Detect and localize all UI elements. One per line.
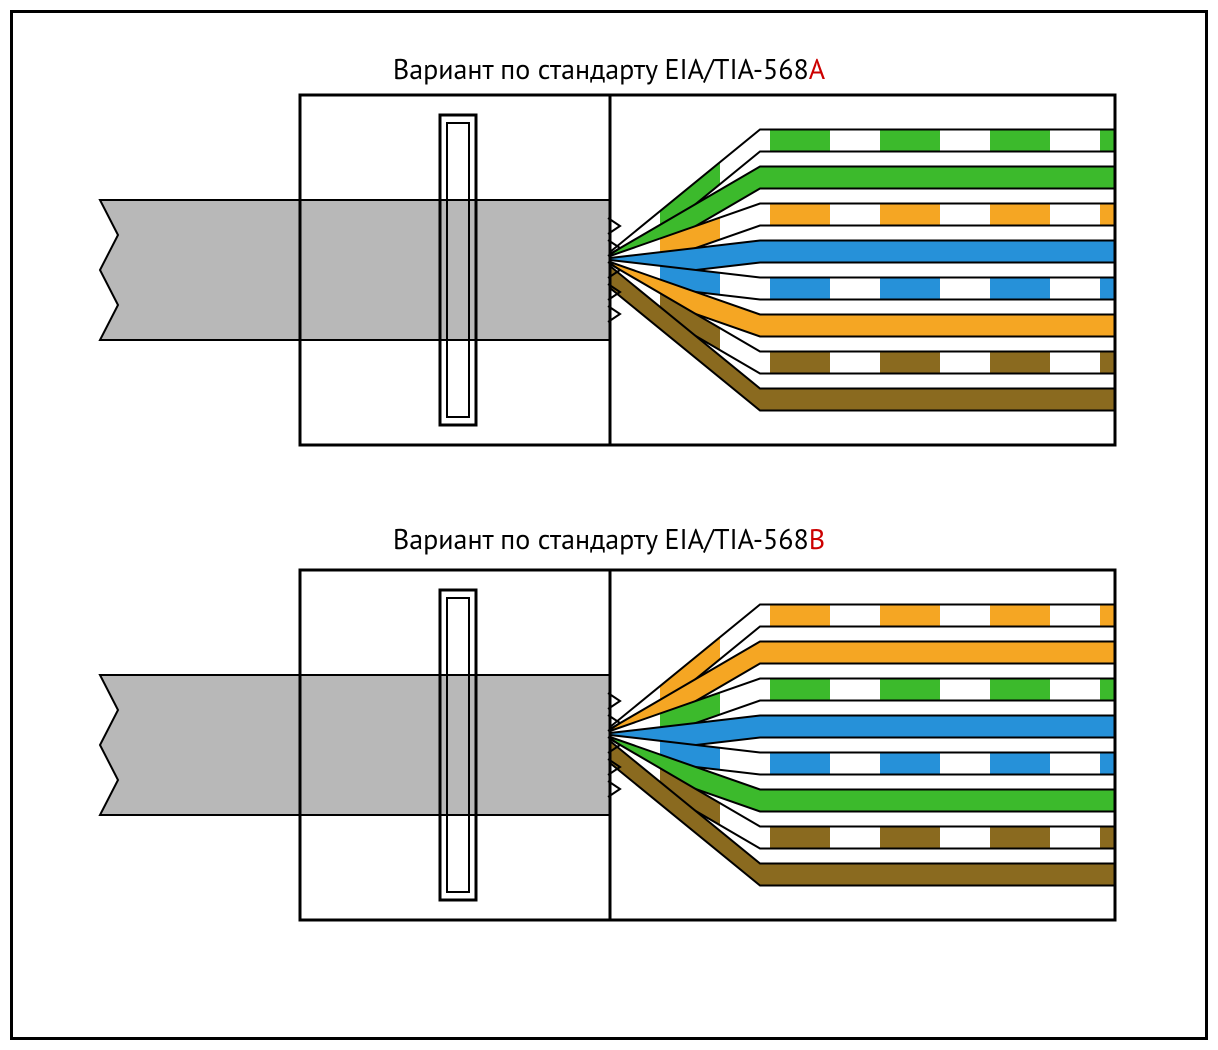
cable-jacket bbox=[100, 675, 610, 815]
cable-jacket bbox=[100, 200, 610, 340]
diagram-svg bbox=[0, 0, 1218, 1050]
page: Вариант по стандарту EIA/TIA-568A Вариан… bbox=[0, 0, 1218, 1050]
diagram-568A bbox=[100, 95, 1115, 445]
diagram-568B bbox=[100, 570, 1115, 920]
